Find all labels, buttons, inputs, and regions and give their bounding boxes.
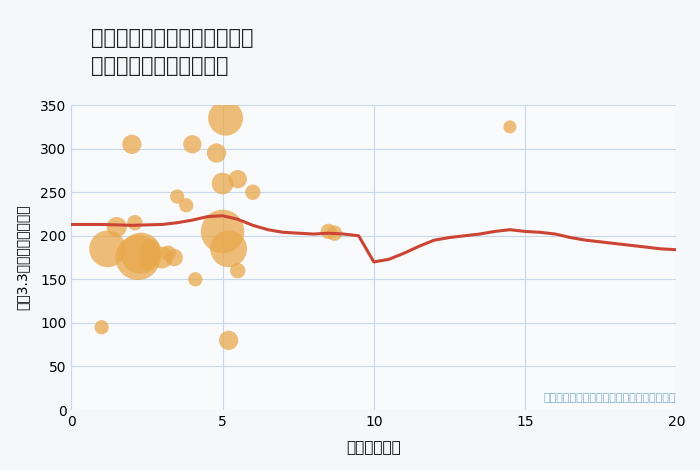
Point <box>220 114 231 122</box>
Point <box>187 141 198 148</box>
Point <box>217 180 228 187</box>
Text: 円の大きさは、取引のあった物件面積を示す: 円の大きさは、取引のあった物件面積を示す <box>544 393 676 403</box>
Point <box>504 123 515 131</box>
Point <box>162 250 174 257</box>
Point <box>323 227 334 235</box>
Point <box>111 223 122 231</box>
Point <box>135 250 146 257</box>
Point <box>96 323 107 331</box>
Point <box>169 254 180 261</box>
Point <box>172 193 183 200</box>
Text: 東京都中央区日本橋箱崎町の
駅距離別中古戸建て価格: 東京都中央区日本橋箱崎町の 駅距離別中古戸建て価格 <box>91 28 253 76</box>
Point <box>130 219 141 227</box>
Point <box>144 245 155 252</box>
Point <box>232 267 244 274</box>
Point <box>102 245 113 252</box>
Point <box>141 258 153 266</box>
Point <box>247 188 258 196</box>
X-axis label: 駅距離（分）: 駅距離（分） <box>346 440 401 455</box>
Point <box>181 202 192 209</box>
Point <box>211 149 222 157</box>
Y-axis label: 坪（3.3㎡）単価（万円）: 坪（3.3㎡）単価（万円） <box>15 205 29 310</box>
Point <box>190 275 201 283</box>
Point <box>126 141 137 148</box>
Point <box>232 175 244 183</box>
Point <box>132 254 144 261</box>
Point <box>223 337 235 344</box>
Point <box>223 245 235 252</box>
Point <box>329 229 340 237</box>
Point <box>157 254 168 261</box>
Point <box>217 227 228 235</box>
